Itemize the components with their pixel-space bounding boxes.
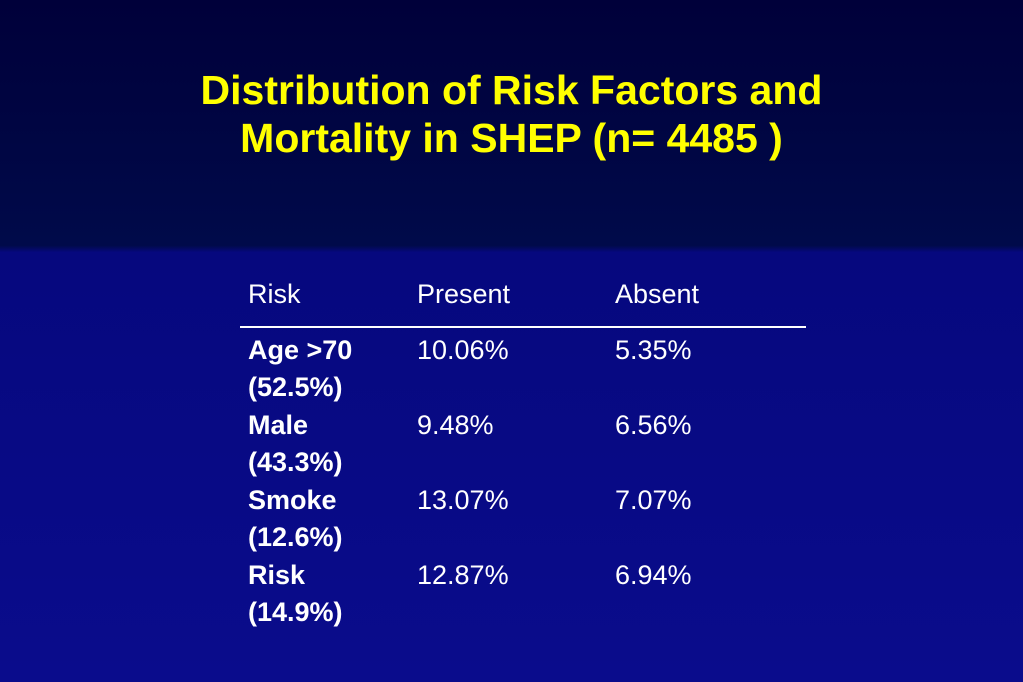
absent-value: 7.07% (615, 485, 692, 515)
present-value: 12.87% (417, 560, 509, 590)
risk-name: Male (248, 410, 309, 440)
risk-prevalence: (12.6%) (248, 522, 343, 552)
risk-cell: Smoke (12.6%) (248, 482, 343, 556)
risk-name: Age >70 (248, 335, 353, 365)
table-row: Age >70 (52.5%) 10.06% 5.35% (240, 332, 806, 407)
risk-cell: Risk (14.9%) (248, 557, 343, 631)
header-present: Present (417, 279, 511, 309)
present-value: 13.07% (417, 485, 509, 515)
header-absent: Absent (615, 279, 700, 309)
risk-name: Risk (248, 560, 306, 590)
present-value: 9.48% (417, 410, 494, 440)
risk-name: Smoke (248, 485, 337, 515)
risk-prevalence: (14.9%) (248, 597, 343, 627)
risk-table: Risk Present Absent Age >70 (52.5%) 10.0… (240, 274, 806, 632)
table-row: Male (43.3%) 9.48% 6.56% (240, 407, 806, 482)
header-risk: Risk (248, 279, 301, 309)
risk-prevalence: (52.5%) (248, 372, 343, 402)
table-header-row: Risk Present Absent (240, 274, 806, 328)
risk-prevalence: (43.3%) (248, 447, 343, 477)
absent-value: 6.94% (615, 560, 692, 590)
present-value: 10.06% (417, 335, 509, 365)
table-body: Age >70 (52.5%) 10.06% 5.35% Male (43.3%… (240, 332, 806, 632)
risk-cell: Male (43.3%) (248, 407, 343, 481)
slide-title: Distribution of Risk Factors and Mortali… (0, 66, 1023, 162)
slide-title-line-2: Mortality in SHEP (n= 4485 ) (240, 115, 783, 161)
absent-value: 5.35% (615, 335, 692, 365)
slide-title-line-1: Distribution of Risk Factors and (200, 67, 823, 113)
absent-value: 6.56% (615, 410, 692, 440)
risk-cell: Age >70 (52.5%) (248, 332, 352, 406)
table-row: Smoke (12.6%) 13.07% 7.07% (240, 482, 806, 557)
table-row: Risk (14.9%) 12.87% 6.94% (240, 557, 806, 632)
